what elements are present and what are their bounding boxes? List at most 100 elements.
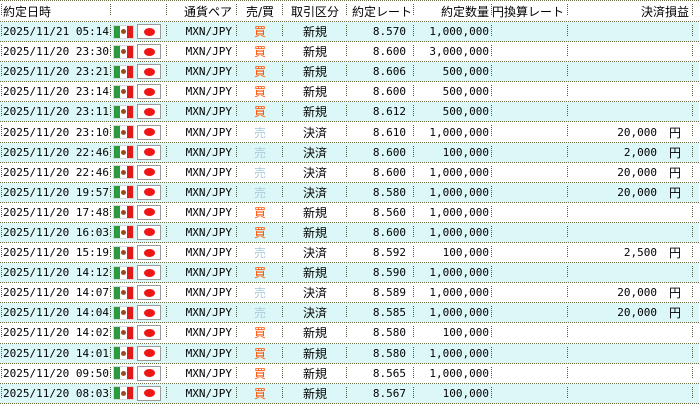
trade-category: 新規 <box>283 42 347 61</box>
trade-row[interactable]: 2025/11/20 23:10 MXN/JPY 売 決済 8.610 1,00… <box>0 122 699 143</box>
execution-quantity: 1,000,000 <box>414 364 492 383</box>
flags-cell <box>111 203 167 222</box>
execution-rate: 8.570 <box>347 22 414 41</box>
profit-loss-cell <box>568 323 693 342</box>
header-edge-spacer <box>693 1 699 21</box>
currency-pair: MXN/JPY <box>167 203 237 222</box>
trade-row[interactable]: 2025/11/20 15:19 MXN/JPY 売 決済 8.592 100,… <box>0 243 699 264</box>
profit-loss-cell: 20,000 円 <box>568 122 693 141</box>
mexico-flag-icon <box>113 24 134 39</box>
profit-loss-cell <box>568 384 693 403</box>
conversion-rate-cell <box>492 183 568 202</box>
trade-category: 決済 <box>283 283 347 302</box>
trade-datetime: 2025/11/20 23:21 <box>0 62 111 81</box>
trade-datetime: 2025/11/20 22:46 <box>0 143 111 162</box>
execution-rate: 8.610 <box>347 122 414 141</box>
execution-rate: 8.565 <box>347 364 414 383</box>
trade-category: 新規 <box>283 22 347 41</box>
mexico-flag-icon <box>113 305 134 320</box>
edge-spacer <box>693 62 699 81</box>
trade-category: 決済 <box>283 243 347 262</box>
side-label: 売 <box>237 163 283 182</box>
edge-spacer <box>693 223 699 242</box>
currency-pair: MXN/JPY <box>167 263 237 282</box>
trade-row[interactable]: 2025/11/20 19:57 MXN/JPY 売 決済 8.580 1,00… <box>0 182 699 203</box>
trade-row[interactable]: 2025/11/20 22:46 MXN/JPY 売 決済 8.600 100,… <box>0 142 699 163</box>
edge-spacer <box>693 344 699 363</box>
japan-flag-icon <box>137 345 161 361</box>
flags-cell <box>111 323 167 342</box>
conversion-rate-cell <box>492 22 568 41</box>
trade-row[interactable]: 2025/11/21 05:14 MXN/JPY 買 新規 8.570 1,00… <box>0 22 699 43</box>
execution-quantity: 1,000,000 <box>414 163 492 182</box>
japan-flag-icon <box>137 204 161 220</box>
trade-row[interactable]: 2025/11/20 14:04 MXN/JPY 売 決済 8.585 1,00… <box>0 303 699 324</box>
edge-spacer <box>693 243 699 262</box>
trade-category: 新規 <box>283 62 347 81</box>
mexico-flag-icon <box>113 185 134 200</box>
trade-row[interactable]: 2025/11/20 14:07 MXN/JPY 売 決済 8.589 1,00… <box>0 283 699 304</box>
conversion-rate-cell <box>492 263 568 282</box>
trade-row[interactable]: 2025/11/20 16:03 MXN/JPY 買 新規 8.600 1,00… <box>0 222 699 244</box>
profit-loss-unit: 円 <box>668 286 681 301</box>
trade-category: 決済 <box>283 303 347 322</box>
side-label: 買 <box>237 42 283 61</box>
trade-row[interactable]: 2025/11/20 14:02 MXN/JPY 買 新規 8.580 100,… <box>0 323 699 344</box>
mexico-flag-icon <box>113 145 134 160</box>
trade-row[interactable]: 2025/11/20 09:50 MXN/JPY 買 新規 8.565 1,00… <box>0 363 699 384</box>
execution-quantity: 100,000 <box>414 243 492 262</box>
conversion-rate-cell <box>492 344 568 363</box>
table-body: 2025/11/21 05:14 MXN/JPY 買 新規 8.570 1,00… <box>0 22 699 404</box>
profit-loss-cell: 20,000 円 <box>568 183 693 202</box>
trade-row[interactable]: 2025/11/20 23:21 MXN/JPY 買 新規 8.606 500,… <box>0 62 699 83</box>
trade-datetime: 2025/11/20 14:02 <box>0 323 111 342</box>
profit-loss-unit: 円 <box>668 125 681 140</box>
execution-quantity: 1,000,000 <box>414 122 492 141</box>
edge-spacer <box>693 323 699 342</box>
profit-loss-cell <box>568 22 693 41</box>
edge-spacer <box>693 102 699 121</box>
trade-row[interactable]: 2025/11/20 14:12 MXN/JPY 買 新規 8.590 1,00… <box>0 263 699 284</box>
trade-datetime: 2025/11/20 08:03 <box>0 384 111 403</box>
trade-row[interactable]: 2025/11/20 14:01 MXN/JPY 買 新規 8.580 1,00… <box>0 343 699 364</box>
trade-row[interactable]: 2025/11/20 23:30 MXN/JPY 買 新規 8.600 3,00… <box>0 42 699 63</box>
trade-category: 決済 <box>283 183 347 202</box>
edge-spacer <box>693 163 699 182</box>
trade-category: 決済 <box>283 163 347 182</box>
trade-row[interactable]: 2025/11/20 22:46 MXN/JPY 売 決済 8.600 1,00… <box>0 162 699 183</box>
edge-spacer <box>693 203 699 222</box>
trade-datetime: 2025/11/20 17:48 <box>0 203 111 222</box>
trade-row[interactable]: 2025/11/20 23:14 MXN/JPY 買 新規 8.600 500,… <box>0 82 699 103</box>
trade-datetime: 2025/11/20 19:57 <box>0 183 111 202</box>
conversion-rate-cell <box>492 203 568 222</box>
profit-loss-cell: 20,000 円 <box>568 283 693 302</box>
japan-flag-icon <box>137 24 161 40</box>
edge-spacer <box>693 303 699 322</box>
mexico-flag-icon <box>113 366 134 381</box>
trade-row[interactable]: 2025/11/20 23:11 MXN/JPY 買 新規 8.612 500,… <box>0 102 699 123</box>
japan-flag-icon <box>137 184 161 200</box>
profit-loss-value: 20,000 <box>617 185 657 199</box>
execution-rate: 8.580 <box>347 183 414 202</box>
conversion-rate-cell <box>492 122 568 141</box>
mexico-flag-icon <box>113 165 134 180</box>
flags-cell <box>111 364 167 383</box>
trade-row[interactable]: 2025/11/20 17:48 MXN/JPY 買 新規 8.560 1,00… <box>0 202 699 223</box>
edge-spacer <box>693 122 699 141</box>
flags-cell <box>111 303 167 322</box>
currency-pair: MXN/JPY <box>167 62 237 81</box>
side-label: 買 <box>237 384 283 403</box>
execution-rate: 8.600 <box>347 143 414 162</box>
japan-flag-icon <box>137 385 161 401</box>
trade-datetime: 2025/11/20 14:01 <box>0 344 111 363</box>
profit-loss-cell: 2,000 円 <box>568 143 693 162</box>
execution-rate: 8.600 <box>347 42 414 61</box>
conversion-rate-cell <box>492 42 568 61</box>
edge-spacer <box>693 183 699 202</box>
currency-pair: MXN/JPY <box>167 303 237 322</box>
japan-flag-icon <box>137 44 161 60</box>
trade-row[interactable]: 2025/11/20 08:03 MXN/JPY 買 新規 8.567 100,… <box>0 383 699 404</box>
trade-datetime: 2025/11/21 05:14 <box>0 22 111 41</box>
flags-cell <box>111 22 167 41</box>
profit-loss-unit: 円 <box>668 246 681 261</box>
